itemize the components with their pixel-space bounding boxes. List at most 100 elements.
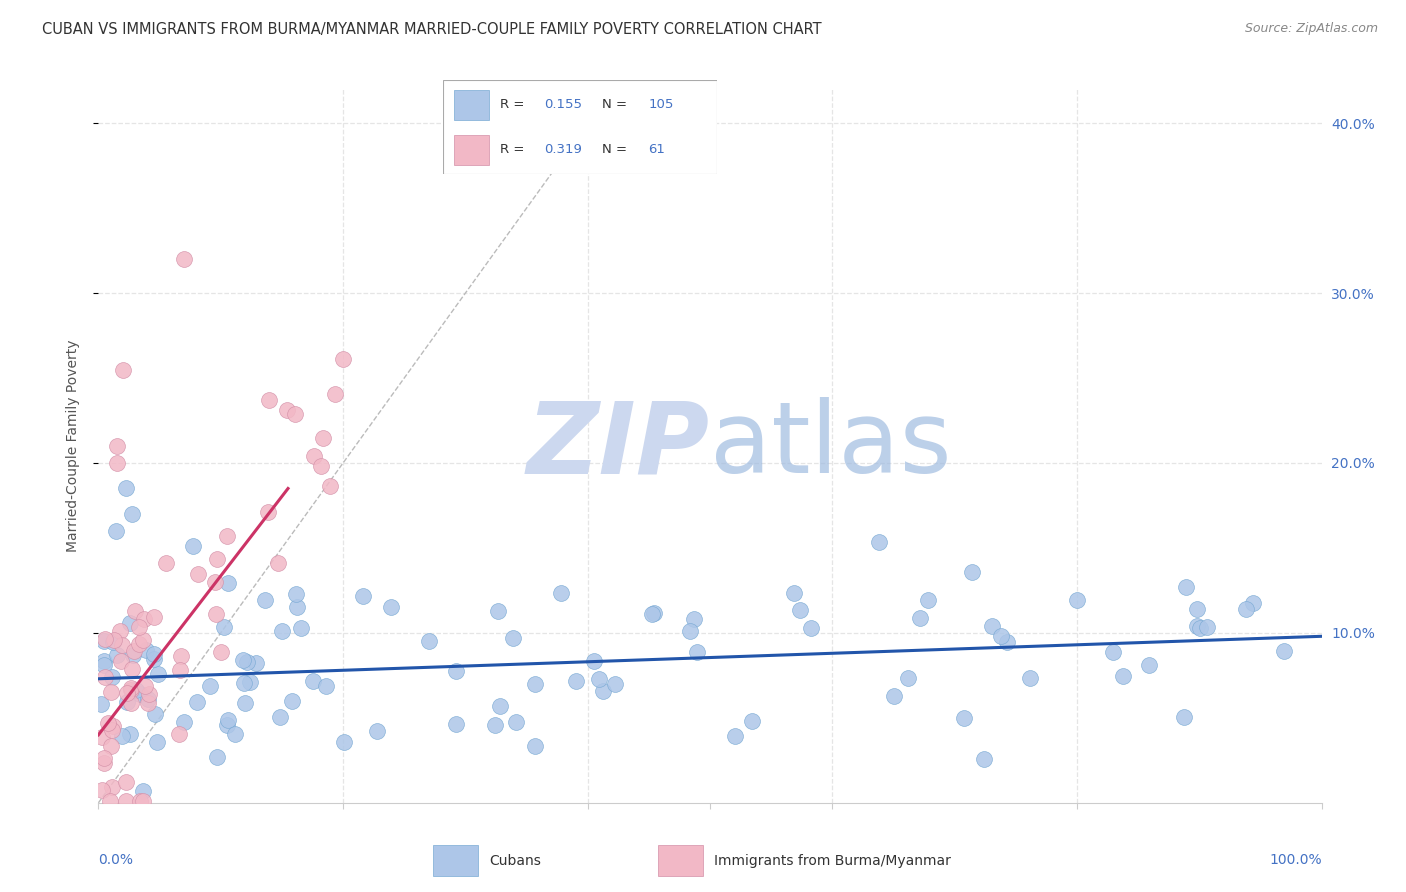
Point (1137, 657, 1160, 672)
Point (124, 683, 146, 698)
Text: N =: N = (602, 143, 631, 156)
Point (582, 654, 605, 668)
Point (980, 618, 1002, 632)
FancyBboxPatch shape (443, 80, 717, 174)
Point (285, 600, 308, 615)
Point (488, 699, 510, 714)
Point (134, 612, 156, 626)
Point (239, 675, 262, 690)
Point (267, 556, 290, 570)
Point (232, 676, 254, 690)
Point (523, 677, 546, 691)
Point (319, 479, 342, 493)
Text: 0.155: 0.155 (544, 98, 582, 112)
Point (284, 587, 307, 601)
Point (145, 706, 167, 721)
Text: ZIP: ZIP (527, 398, 710, 494)
Point (952, 711, 974, 725)
Point (143, 651, 166, 665)
Point (100, 780, 122, 795)
Point (1066, 592, 1088, 607)
Point (101, 669, 124, 683)
Text: 61: 61 (648, 143, 665, 156)
Point (187, 567, 209, 582)
Point (380, 600, 402, 615)
Point (325, 387, 347, 401)
Point (105, 439, 128, 453)
Text: Immigrants from Burma/Myanmar: Immigrants from Burma/Myanmar (714, 854, 950, 868)
FancyBboxPatch shape (433, 846, 478, 876)
Point (173, 252, 195, 266)
Point (105, 456, 128, 470)
Point (90, 782, 112, 797)
Point (118, 615, 141, 630)
Point (111, 729, 134, 743)
Point (217, 713, 239, 727)
Point (128, 620, 150, 634)
Point (245, 656, 267, 670)
Point (128, 636, 150, 650)
Point (302, 449, 325, 463)
Point (917, 593, 939, 607)
Point (686, 645, 709, 659)
Point (486, 604, 509, 618)
Point (1241, 596, 1264, 610)
Text: 105: 105 (648, 98, 673, 112)
Point (311, 458, 333, 473)
Point (588, 673, 610, 687)
Point (120, 681, 142, 695)
Point (883, 690, 905, 704)
Point (100, 685, 122, 699)
Point (446, 717, 468, 731)
Point (724, 729, 747, 743)
Point (995, 635, 1018, 649)
Point (332, 352, 354, 367)
Point (120, 696, 142, 710)
Point (138, 686, 160, 700)
Point (908, 611, 931, 625)
Point (111, 362, 134, 376)
Point (186, 695, 208, 709)
Point (94, 670, 117, 684)
Point (167, 727, 190, 741)
Point (90, 697, 112, 711)
Point (312, 431, 335, 445)
Point (783, 586, 806, 600)
Point (148, 666, 170, 681)
Text: R =: R = (501, 143, 529, 156)
Point (214, 620, 236, 634)
Point (118, 727, 141, 741)
Point (682, 612, 704, 626)
Point (302, 674, 325, 689)
Point (235, 696, 257, 710)
Point (204, 574, 226, 589)
Point (134, 679, 156, 693)
Text: CUBAN VS IMMIGRANTS FROM BURMA/MYANMAR MARRIED-COUPLE FAMILY POVERTY CORRELATION: CUBAN VS IMMIGRANTS FROM BURMA/MYANMAR M… (42, 22, 821, 37)
Point (207, 552, 229, 566)
Point (115, 686, 138, 700)
Text: N =: N = (602, 98, 631, 112)
Point (143, 647, 166, 661)
Text: Source: ZipAtlas.com: Source: ZipAtlas.com (1244, 22, 1378, 36)
Point (115, 695, 138, 709)
Text: 0.0%: 0.0% (98, 853, 134, 867)
Point (97, 715, 120, 730)
Point (128, 794, 150, 808)
Point (973, 752, 995, 766)
Point (93, 654, 115, 668)
Point (990, 629, 1012, 643)
Point (1234, 601, 1257, 615)
Point (103, 635, 125, 649)
Point (132, 632, 155, 647)
Point (90, 730, 112, 744)
Text: Cubans: Cubans (489, 854, 541, 868)
Point (259, 392, 281, 407)
Point (101, 723, 124, 737)
Point (93, 756, 115, 770)
Point (643, 606, 665, 620)
Point (155, 556, 177, 570)
Point (115, 482, 138, 496)
Point (332, 735, 354, 749)
Point (1112, 669, 1135, 683)
Point (205, 749, 228, 764)
